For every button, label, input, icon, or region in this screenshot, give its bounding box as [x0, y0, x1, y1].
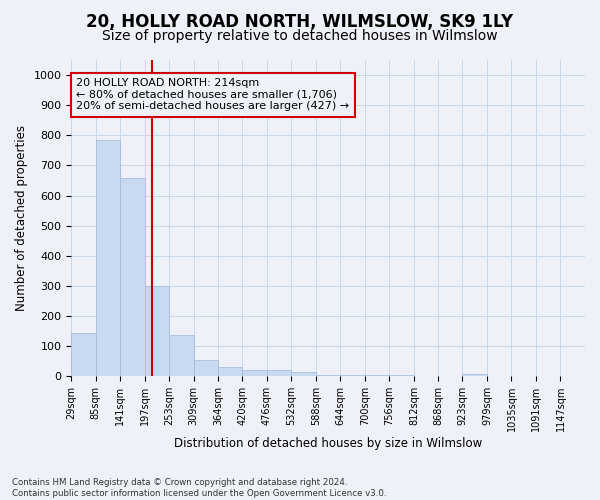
Bar — [389, 375, 414, 376]
Bar — [194, 360, 218, 376]
Bar — [96, 140, 120, 376]
X-axis label: Distribution of detached houses by size in Wilmslow: Distribution of detached houses by size … — [174, 437, 482, 450]
Bar — [267, 370, 292, 376]
Text: Size of property relative to detached houses in Wilmslow: Size of property relative to detached ho… — [102, 29, 498, 43]
Bar — [292, 372, 316, 376]
Y-axis label: Number of detached properties: Number of detached properties — [15, 125, 28, 311]
Bar — [316, 374, 340, 376]
Bar — [365, 375, 389, 376]
Text: 20 HOLLY ROAD NORTH: 214sqm
← 80% of detached houses are smaller (1,706)
20% of : 20 HOLLY ROAD NORTH: 214sqm ← 80% of det… — [76, 78, 349, 112]
Text: Contains HM Land Registry data © Crown copyright and database right 2024.
Contai: Contains HM Land Registry data © Crown c… — [12, 478, 386, 498]
Bar — [71, 332, 96, 376]
Text: 20, HOLLY ROAD NORTH, WILMSLOW, SK9 1LY: 20, HOLLY ROAD NORTH, WILMSLOW, SK9 1LY — [86, 12, 514, 30]
Bar — [218, 368, 242, 376]
Bar — [463, 374, 487, 376]
Bar — [242, 370, 267, 376]
Bar — [145, 286, 169, 376]
Bar — [120, 178, 145, 376]
Bar — [340, 375, 365, 376]
Bar — [169, 335, 194, 376]
